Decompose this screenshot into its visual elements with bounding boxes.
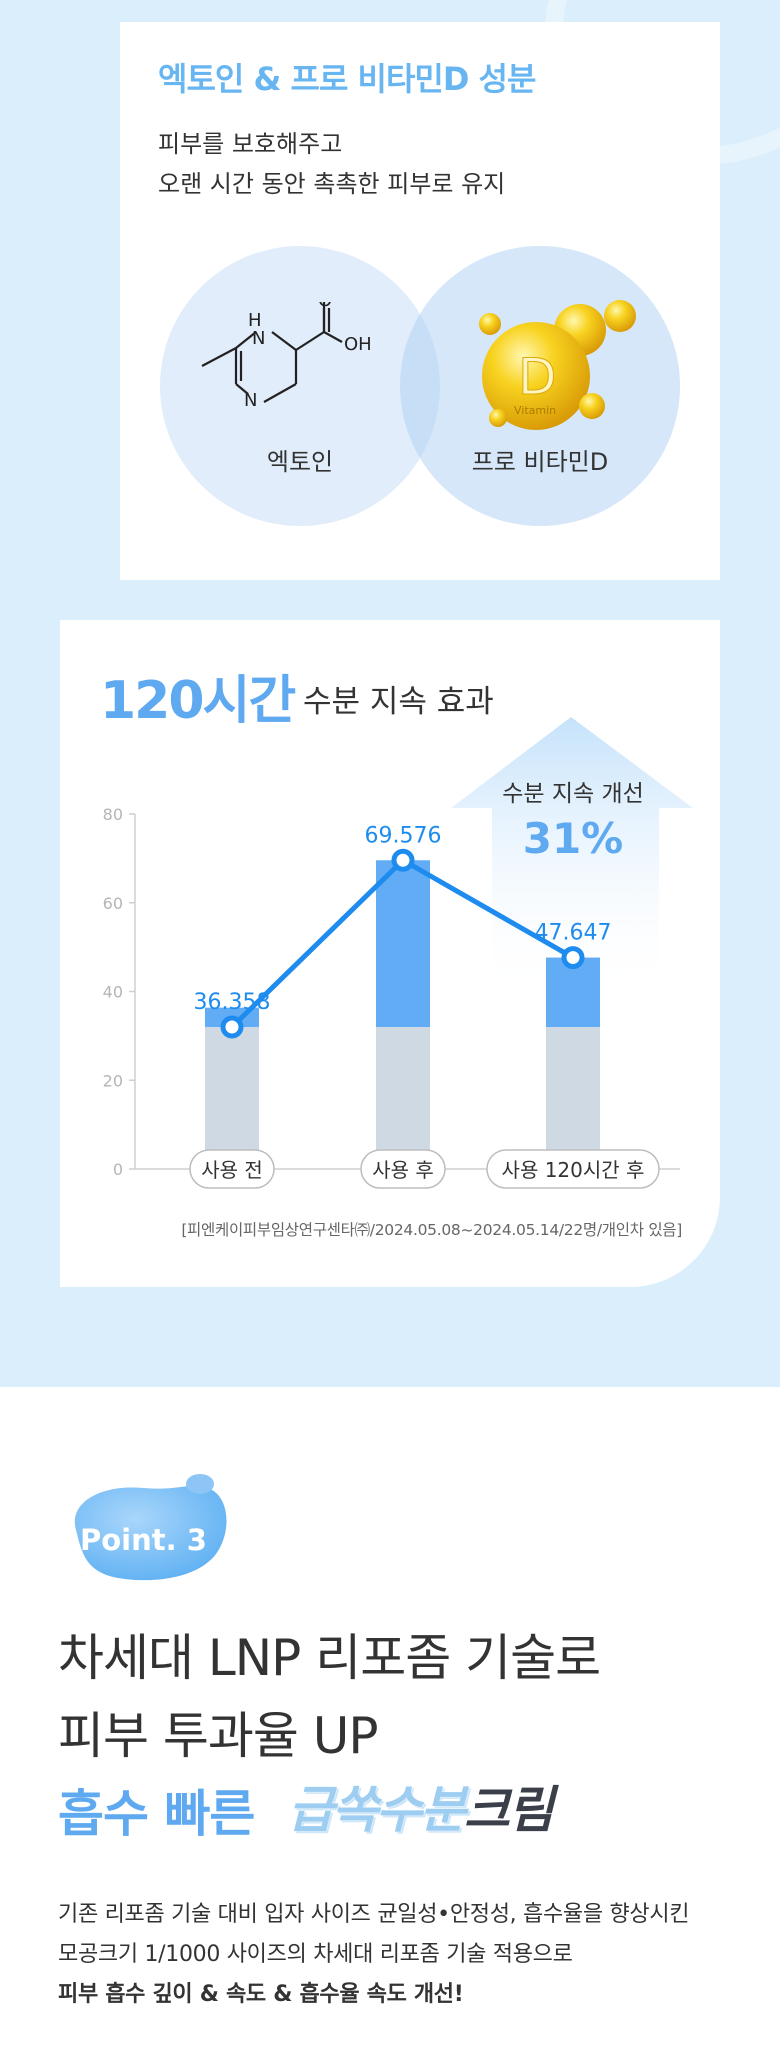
vitamin-d-icon: D Vitamin (479, 300, 636, 430)
mol-h: H (248, 310, 262, 331)
category-pill (486, 1149, 660, 1189)
ingredients-title: 엑토인 & 프로 비타민D 성분 (158, 60, 536, 98)
bar-increase (546, 957, 600, 1027)
y-tick-label: 0 (113, 1160, 123, 1179)
point-badge-label: Point. 3 (80, 1523, 207, 1557)
ectoine-molecule-icon: H N N O OH (201, 302, 372, 411)
category-pill (360, 1149, 446, 1189)
y-tick-label: 80 (103, 805, 123, 824)
bar-base (205, 1027, 259, 1169)
bar-increase (376, 860, 430, 1027)
vitamin-letter: D (518, 348, 557, 406)
moisture-card: 120시간 수분 지속 효과 수분 지속 개선 31% 0 20 40 60 80 36… (60, 620, 720, 1287)
ingredients-description: 피부를 보호해주고 오랜 시간 동안 촉촉한 피부로 유지 (158, 124, 505, 204)
y-tick-label: 20 (103, 1071, 123, 1090)
data-point (561, 946, 585, 970)
desc-line-2: 오랜 시간 동안 촉촉한 피부로 유지 (158, 170, 506, 198)
hours-title: 120시간 (100, 658, 296, 733)
data-point (220, 1015, 244, 1039)
y-tick-label: 40 (103, 983, 123, 1002)
category-label: 사용 후 (372, 1158, 434, 1182)
headline-line-1: 차세대 LNP 리포좀 기술로 (58, 1629, 601, 1687)
ingredients-card: 엑토인 & 프로 비타민D 성분 피부를 보호해주고 오랜 시간 동안 촉촉한 … (120, 22, 720, 580)
mol-oh: OH (344, 334, 372, 355)
brand-name-part2: 크림 (464, 1781, 554, 1839)
ectoine-circle (160, 246, 440, 526)
body-line-2: 모공크기 1/1000 사이즈의 차세대 리포좀 기술 적용으로 (58, 1942, 573, 1967)
mol-n-bottom: N (244, 390, 257, 411)
category-label: 사용 120시간 후 (502, 1158, 645, 1182)
moisture-title: 수분 지속 효과 (303, 684, 494, 720)
data-label: 36.358 (194, 990, 271, 1015)
brand-name: 급쏙수분크림 (288, 1770, 554, 1842)
improve-label: 수분 지속 개선 (502, 781, 644, 807)
desc-line-1: 피부를 보호해주고 (158, 130, 343, 158)
mol-o: O (318, 302, 332, 311)
data-label: 47.647 (535, 921, 612, 946)
moisture-chart: 수분 지속 개선 31% 0 20 40 60 80 36.358 69.576 47.64… (103, 717, 693, 1189)
improvement-arrow (451, 717, 693, 980)
ectoine-label: 엑토인 (266, 448, 334, 476)
top-background: 엑토인 & 프로 비타민D 성분 피부를 보호해주고 오랜 시간 동안 촉촉한 … (0, 0, 780, 1387)
brand-name-part1: 급쏙수분 (288, 1781, 466, 1839)
category-pill (189, 1149, 275, 1189)
improve-value: 31% (523, 814, 624, 863)
category-label: 사용 전 (201, 1158, 263, 1182)
hours-title-text: 120시간 (100, 671, 296, 731)
bar-base (546, 1027, 600, 1169)
bar-base (376, 1027, 430, 1169)
data-point (391, 848, 415, 872)
data-label: 69.576 (365, 823, 442, 848)
clinical-source: [피엔케이피부임상연구센타㈜/2024.05.08~2024.05.14/22명… (181, 1221, 682, 1239)
body-line-3: 피부 흡수 깊이 & 속도 & 흡수율 속도 개선! (58, 1982, 464, 2007)
vitamin-word: Vitamin (514, 404, 556, 417)
headline-line-3: 흡수 빠른 (58, 1785, 255, 1843)
headline-line-2: 피부 투과율 UP (58, 1707, 379, 1765)
point-badge-blob (74, 1474, 227, 1581)
body-line-1: 기존 리포좀 기술 대비 입자 사이즈 균일성•안정성, 흡수율을 향상시킨 (58, 1902, 690, 1927)
provitamin-d-label: 프로 비타민D (471, 448, 609, 476)
y-tick-label: 60 (103, 894, 123, 913)
mol-n-top: N (252, 328, 265, 349)
